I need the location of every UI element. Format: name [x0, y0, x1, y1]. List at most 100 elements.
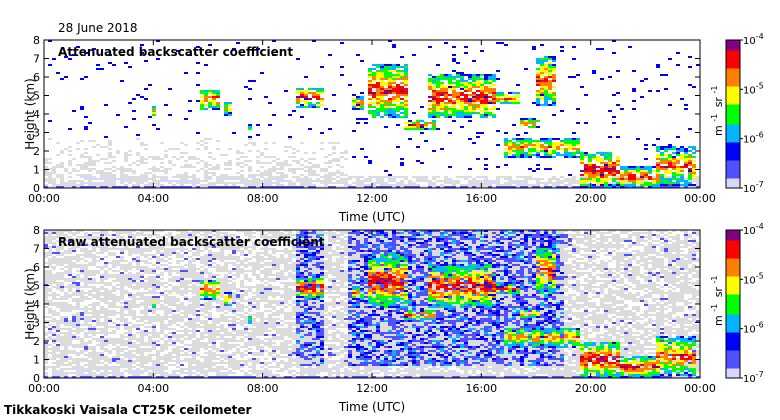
heatmap-cell	[388, 112, 392, 114]
heatmap-cell	[596, 166, 600, 168]
heatmap-cell	[196, 142, 200, 144]
heatmap-cell	[420, 180, 424, 182]
heatmap-cell	[160, 324, 164, 326]
heatmap-cell	[172, 180, 176, 182]
heatmap-cell	[48, 282, 52, 284]
heatmap-cell	[204, 254, 208, 256]
heatmap-cell	[204, 328, 208, 330]
heatmap-cell	[456, 182, 460, 184]
heatmap-cell	[92, 332, 96, 334]
heatmap-cell	[160, 178, 164, 180]
heatmap-cell	[180, 180, 184, 182]
heatmap-cell	[580, 158, 584, 160]
heatmap-cell	[464, 96, 468, 98]
heatmap-cell	[80, 244, 84, 246]
heatmap-cell	[432, 86, 436, 88]
heatmap-cell	[660, 160, 664, 162]
heatmap-cell	[584, 186, 588, 188]
heatmap-cell	[108, 290, 112, 292]
heatmap-cell	[588, 178, 592, 180]
heatmap-cell	[468, 98, 472, 100]
heatmap-cell	[356, 98, 360, 100]
heatmap-cell	[100, 358, 104, 360]
heatmap-cell	[692, 172, 696, 174]
heatmap-cell	[164, 254, 168, 256]
heatmap-cell	[232, 182, 236, 184]
heatmap-cell	[404, 104, 408, 106]
heatmap-cell	[180, 256, 184, 258]
heatmap-cell	[396, 106, 400, 108]
heatmap-cell	[192, 272, 196, 274]
heatmap-cell	[532, 154, 536, 156]
heatmap-cell	[576, 186, 580, 188]
heatmap-cell	[68, 268, 72, 270]
heatmap-cell	[116, 358, 120, 360]
heatmap-cell	[180, 354, 184, 356]
heatmap-cell	[128, 312, 132, 314]
heatmap-cell	[468, 180, 472, 182]
heatmap-cell	[60, 180, 64, 182]
heatmap-cell	[164, 268, 168, 270]
heatmap-cell	[556, 152, 560, 154]
heatmap-cell	[568, 76, 572, 78]
heatmap-cell	[208, 278, 212, 280]
heatmap-cell	[644, 184, 648, 186]
heatmap-cell	[136, 372, 140, 374]
heatmap-cell	[132, 288, 136, 290]
heatmap-cell	[332, 94, 336, 96]
heatmap-cell	[404, 96, 408, 98]
heatmap-cell	[396, 176, 400, 178]
heatmap-cell	[112, 376, 116, 378]
heatmap-cell	[388, 78, 392, 80]
heatmap-cell	[540, 138, 544, 140]
heatmap-cell	[564, 184, 568, 186]
heatmap-cell	[56, 326, 60, 328]
heatmap-cell	[448, 80, 452, 82]
heatmap-cell	[84, 364, 88, 366]
heatmap-cell	[248, 170, 252, 172]
heatmap-cell	[128, 230, 132, 232]
heatmap-cell	[116, 352, 120, 354]
heatmap-cell	[136, 346, 140, 348]
heatmap-cell	[204, 286, 208, 288]
heatmap-cell	[84, 268, 88, 270]
heatmap-cell	[228, 164, 232, 166]
heatmap-cell	[128, 164, 132, 166]
heatmap-cell	[108, 252, 112, 254]
heatmap-cell	[244, 182, 248, 184]
heatmap-cell	[108, 172, 112, 174]
heatmap-cell	[64, 340, 68, 342]
heatmap-cell	[204, 108, 208, 110]
heatmap-cell	[608, 182, 612, 184]
heatmap-cell	[216, 164, 220, 166]
heatmap-cell	[52, 350, 56, 352]
heatmap-cell	[148, 268, 152, 270]
heatmap-cell	[420, 178, 424, 180]
heatmap-cell	[128, 322, 132, 324]
heatmap-cell	[568, 186, 572, 188]
heatmap-cell	[204, 162, 208, 164]
heatmap-cell	[76, 360, 80, 362]
heatmap-cell	[88, 236, 92, 238]
heatmap-cell	[140, 332, 144, 334]
heatmap-cell	[208, 258, 212, 260]
heatmap-cell	[164, 302, 168, 304]
heatmap-cell	[448, 98, 452, 100]
heatmap-cell	[388, 74, 392, 76]
heatmap-cell	[140, 294, 144, 296]
heatmap-cell	[132, 242, 136, 244]
heatmap-cell	[408, 122, 412, 124]
heatmap-cell	[112, 286, 116, 288]
heatmap-cell	[164, 240, 168, 242]
heatmap-cell	[520, 144, 524, 146]
heatmap-cell	[448, 114, 452, 116]
heatmap-cell	[68, 236, 72, 238]
heatmap-cell	[76, 324, 80, 326]
heatmap-cell	[52, 244, 56, 246]
heatmap-cell	[240, 152, 244, 154]
heatmap-cell	[196, 346, 200, 348]
heatmap-cell	[328, 162, 332, 164]
heatmap-cell	[576, 140, 580, 142]
heatmap-cell	[380, 84, 384, 86]
heatmap-cell	[268, 156, 272, 158]
